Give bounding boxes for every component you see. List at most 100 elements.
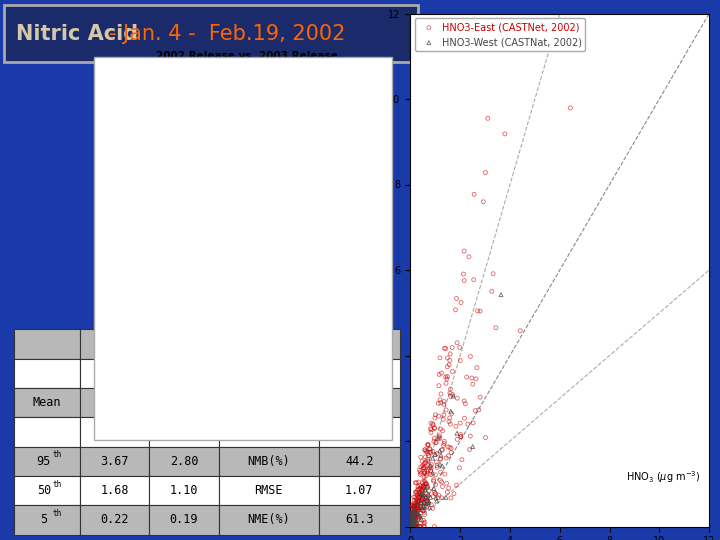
HNO3-East (CASTNet, 2002): [416, 487, 428, 496]
HNO3-East (CASTNet, 2002): [405, 511, 416, 519]
Point: [175, 187, 186, 195]
HNO3-West (CASTNat, 2002): [416, 489, 428, 497]
HNO3-East (CASTNet, 2002): [515, 326, 526, 335]
HNO3-East (CASTNet, 2002): [421, 498, 433, 507]
HNO3-East (CASTNet, 2002): [408, 522, 419, 531]
HNO3-East (CASTNet, 2002): [405, 519, 417, 528]
Text: R: R: [265, 396, 272, 409]
Point: [115, 389, 127, 397]
Point: [161, 230, 172, 239]
HNO3-East (CASTNet, 2002): [420, 462, 431, 471]
HNO3-East (CASTNet, 2002): [413, 489, 425, 498]
HNO3-East (CASTNet, 2002): [435, 455, 446, 463]
HNO3-East (CASTNet, 2002): [413, 465, 425, 474]
HNO3-East (CASTNet, 2002): [474, 307, 486, 315]
Bar: [319, 388, 400, 417]
Point: [113, 395, 125, 404]
Text: 95: 95: [37, 455, 51, 468]
HNO3-West (CASTNat, 2002): [408, 515, 420, 523]
Point: [112, 413, 123, 422]
HNO3-East (CASTNet, 2002): [420, 457, 432, 466]
HNO3-East (CASTNet, 2002): [467, 380, 479, 388]
Point: [137, 389, 148, 398]
HNO3-East (CASTNet, 2002): [408, 499, 420, 508]
HNO3-East (CASTNet, 2002): [437, 427, 449, 435]
Point: [192, 173, 204, 182]
Point: [112, 398, 124, 407]
HNO3-West (CASTNat, 2002): [416, 503, 428, 512]
Point: [136, 287, 148, 296]
Point: [202, 369, 214, 377]
Point: [119, 370, 130, 379]
HNO3-East (CASTNet, 2002): [450, 306, 462, 314]
Point: [113, 396, 125, 405]
HNO3-East (CASTNet, 2002): [428, 421, 439, 429]
HNO3-West (CASTNat, 2002): [448, 392, 459, 400]
Point: [145, 288, 156, 296]
HNO3-West (CASTNat, 2002): [445, 407, 456, 416]
Bar: [14, 447, 80, 476]
HNO3-East (CASTNet, 2002): [419, 510, 431, 519]
Point: [147, 269, 158, 278]
HNO3-East (CASTNet, 2002): [425, 424, 436, 433]
HNO3-East (CASTNet, 2002): [418, 463, 430, 472]
HNO3-East (CASTNet, 2002): [464, 445, 475, 454]
HNO3-East (CASTNet, 2002): [428, 437, 440, 446]
HNO3-East (CASTNet, 2002): [423, 440, 434, 449]
HNO3-West (CASTNat, 2002): [410, 499, 422, 508]
HNO3-East (CASTNet, 2002): [418, 483, 430, 491]
Text: 1.68: 1.68: [100, 484, 129, 497]
Text: 0.64: 0.64: [345, 396, 374, 409]
HNO3-East (CASTNet, 2002): [408, 512, 420, 521]
HNO3-East (CASTNet, 2002): [412, 515, 423, 524]
HNO3-East (CASTNet, 2002): [415, 470, 426, 479]
Point: [136, 403, 148, 412]
HNO3-East (CASTNet, 2002): [408, 502, 419, 510]
Point: [117, 423, 129, 432]
Point: [148, 305, 159, 313]
HNO3-West (CASTNat, 2002): [421, 482, 433, 490]
Point: [224, 60, 235, 69]
Point: [132, 348, 143, 357]
HNO3-East (CASTNet, 2002): [415, 486, 427, 495]
HNO3-West (CASTNat, 2002): [405, 510, 417, 519]
Bar: [149, 505, 219, 535]
Point: [156, 224, 167, 233]
Point: [145, 255, 157, 264]
HNO3-East (CASTNet, 2002): [428, 434, 440, 443]
Point: [143, 286, 154, 295]
HNO3-East (CASTNet, 2002): [409, 522, 420, 531]
Bar: [219, 476, 319, 505]
HNO3-East (CASTNet, 2002): [441, 488, 453, 496]
HNO3-East (CASTNet, 2002): [434, 434, 446, 443]
HNO3-East (CASTNet, 2002): [425, 470, 436, 479]
Point: [106, 424, 117, 433]
HNO3-East (CASTNet, 2002): [437, 482, 449, 491]
HNO3-East (CASTNet, 2002): [418, 459, 430, 468]
HNO3-East (CASTNet, 2002): [446, 444, 457, 453]
Bar: [80, 417, 149, 447]
Point: [122, 364, 133, 373]
Point: [112, 409, 124, 417]
Point: [176, 110, 188, 118]
HNO3-East (CASTNet, 2002): [454, 418, 466, 427]
Point: [109, 428, 121, 436]
HNO3-East (CASTNet, 2002): [406, 515, 418, 523]
HNO3-West (CASTNat, 2002): [406, 519, 418, 528]
HNO3-East (CASTNet, 2002): [434, 431, 446, 440]
HNO3-East (CASTNet, 2002): [438, 410, 449, 419]
HNO3-East (CASTNet, 2002): [446, 409, 457, 418]
Point: [199, 60, 210, 69]
Point: [122, 357, 134, 366]
HNO3-East (CASTNet, 2002): [434, 395, 446, 404]
Text: 1.25: 1.25: [170, 396, 198, 409]
Bar: [80, 329, 149, 359]
HNO3-East (CASTNet, 2002): [412, 501, 423, 509]
Text: th: th: [53, 480, 62, 489]
Point: [154, 230, 166, 239]
HNO3-East (CASTNet, 2002): [407, 518, 418, 526]
HNO3-West (CASTNat, 2002): [405, 516, 417, 525]
HNO3-East (CASTNet, 2002): [419, 446, 431, 454]
HNO3-East (CASTNet, 2002): [405, 522, 417, 531]
HNO3-West (CASTNat, 2002): [435, 451, 446, 460]
